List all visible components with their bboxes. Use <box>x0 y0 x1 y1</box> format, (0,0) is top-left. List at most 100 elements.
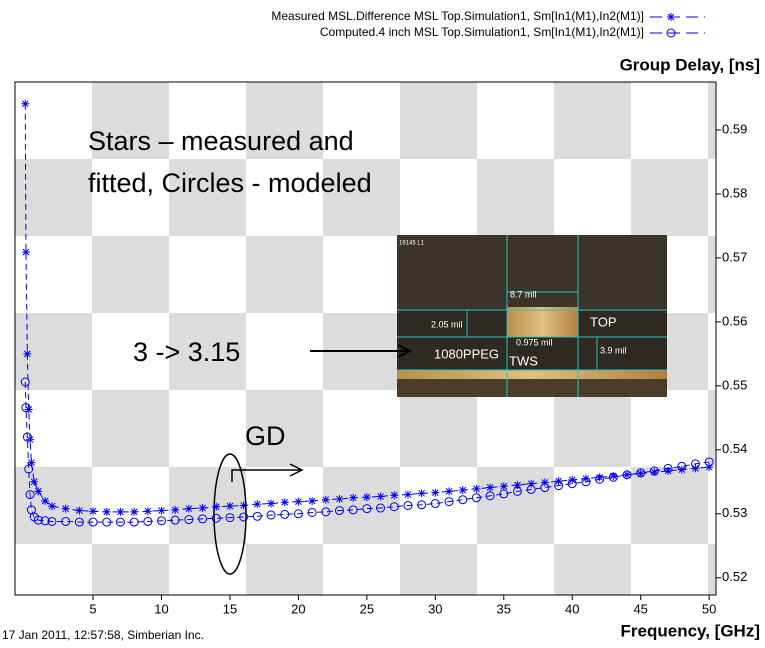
circle-marker <box>649 466 659 476</box>
y-tick-label: 0.54 <box>722 441 747 456</box>
star-marker <box>198 504 207 513</box>
circle-marker <box>430 499 440 509</box>
y-tick-label: 0.58 <box>722 185 747 200</box>
checker-cell <box>554 390 631 467</box>
star-marker <box>239 501 248 510</box>
circle-marker <box>622 470 632 480</box>
checker-cell <box>708 82 716 159</box>
circle-marker <box>567 479 577 489</box>
circle-marker <box>61 516 71 526</box>
checker-cell <box>246 236 323 313</box>
circle-marker <box>389 502 399 512</box>
circle-marker <box>636 468 646 478</box>
legend-label: Computed.4 inch MSL Top.Simulation1, Sm[… <box>320 25 644 39</box>
plot-data <box>20 99 714 527</box>
checker-cell <box>708 544 716 595</box>
series-line <box>24 381 710 523</box>
annotation: fitted, Circles - modeled <box>88 168 372 198</box>
star-marker <box>513 480 522 489</box>
circle-marker <box>102 517 112 527</box>
circle-marker <box>20 377 30 387</box>
circle-marker <box>252 511 262 521</box>
inset-label: 19145 L1 <box>399 241 425 247</box>
circle-marker <box>499 489 509 499</box>
star-marker <box>41 496 50 505</box>
inset-label: 0.975 mil <box>516 337 553 347</box>
star-marker <box>225 502 234 511</box>
star-marker <box>30 477 39 486</box>
checker-cell <box>554 82 631 159</box>
circle-marker <box>663 463 673 473</box>
circle-marker <box>33 515 43 525</box>
star-marker <box>335 495 344 504</box>
checker-cell <box>15 467 92 544</box>
x-tick-label: 10 <box>154 601 168 616</box>
checker-cell <box>477 159 554 236</box>
star-marker <box>664 466 673 475</box>
checker-cell <box>631 159 708 236</box>
circle-marker <box>40 516 50 526</box>
legend-marker <box>666 28 676 38</box>
checker-cell <box>323 159 400 236</box>
y-tick-label: 0.57 <box>722 249 747 264</box>
star-marker <box>636 469 645 478</box>
circle-marker <box>307 507 317 517</box>
y-tick-label: 0.52 <box>722 569 747 584</box>
circle-marker <box>170 515 180 525</box>
circle-marker <box>198 514 208 524</box>
circle-marker <box>334 506 344 516</box>
star-marker <box>445 487 454 496</box>
annotation: Stars – measured and <box>88 126 354 156</box>
checker-cell <box>15 159 92 236</box>
circle-marker <box>25 490 35 500</box>
circle-marker <box>444 497 454 507</box>
circle-marker <box>362 504 372 514</box>
circle-marker <box>595 474 605 484</box>
circle-marker <box>526 484 536 494</box>
checker-cell <box>92 390 169 467</box>
star-marker <box>609 472 618 481</box>
star-marker <box>184 504 193 513</box>
circle-marker <box>184 515 194 525</box>
arrow <box>310 344 413 358</box>
circle-marker <box>74 517 84 527</box>
circle-marker <box>22 432 32 442</box>
star-marker <box>705 463 714 472</box>
legend-marker <box>667 13 675 21</box>
circle-marker <box>21 403 31 413</box>
x-tick-label: 30 <box>428 601 442 616</box>
x-axis-title: Frequency, [GHz] <box>621 621 760 640</box>
star-marker <box>157 506 166 515</box>
star-marker <box>143 507 152 516</box>
star-marker <box>21 99 30 108</box>
circle-marker <box>239 512 249 522</box>
inset-label: TOP <box>590 314 617 329</box>
arrow <box>231 463 304 482</box>
circle-marker <box>293 509 303 519</box>
star-marker <box>650 468 659 477</box>
x-tick-label: 5 <box>89 601 96 616</box>
circle-marker <box>704 457 714 467</box>
circle-marker <box>690 459 700 469</box>
circle-marker <box>403 500 413 510</box>
checker-cell <box>708 236 716 313</box>
star-marker <box>595 473 604 482</box>
y-tick-label: 0.59 <box>722 121 747 136</box>
x-tick-label: 45 <box>633 601 647 616</box>
circle-marker <box>280 509 290 519</box>
circle-marker <box>540 483 550 493</box>
star-marker <box>581 474 590 483</box>
circle-marker <box>677 461 687 471</box>
star-marker <box>376 492 385 501</box>
plot-frame <box>14 81 717 596</box>
checker-cell <box>92 236 169 313</box>
circle-marker <box>485 491 495 501</box>
circle-marker <box>88 517 98 527</box>
circle-marker <box>129 517 139 527</box>
circle-marker <box>458 495 468 505</box>
checker-cell <box>477 467 554 544</box>
circle-marker <box>143 516 153 526</box>
checker-cell <box>246 390 323 467</box>
star-marker <box>431 488 440 497</box>
